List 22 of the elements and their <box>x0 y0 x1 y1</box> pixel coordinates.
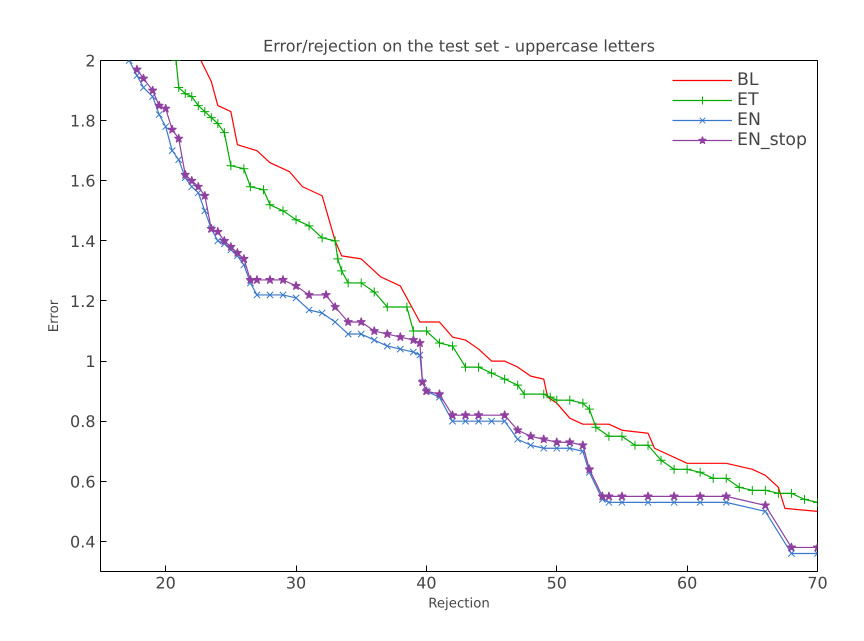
y-tick-label: 0.6 <box>70 472 96 492</box>
y-tick-label: 1 <box>85 352 96 372</box>
y-tick-label: 1.4 <box>70 232 96 251</box>
legend-label: EN_stop <box>737 130 807 150</box>
y-tick-label: 2 <box>85 52 96 70</box>
y-tick-label: 0.4 <box>70 532 96 552</box>
y-tick-label: 1.2 <box>70 292 96 311</box>
y-tick-label: 0.8 <box>70 412 96 432</box>
x-tick-label: 20 <box>156 574 176 592</box>
x-tick-label: 70 <box>807 574 828 592</box>
y-tick-label: 1.8 <box>70 112 96 131</box>
x-axis-title: Rejection <box>428 596 490 612</box>
y-tick-label: 1.6 <box>70 172 96 191</box>
legend-label: ET <box>737 90 759 110</box>
x-tick-label: 60 <box>676 574 698 592</box>
x-tick-label: 30 <box>286 574 306 592</box>
y-axis-title: Error <box>47 299 62 332</box>
legend-label: EN <box>737 110 761 130</box>
x-tick-label: 40 <box>416 574 437 592</box>
legend-label: BL <box>737 70 759 90</box>
x-tick-label: 50 <box>546 574 567 592</box>
chart-title: Error/rejection on the test set - uppercase letters <box>263 36 655 56</box>
